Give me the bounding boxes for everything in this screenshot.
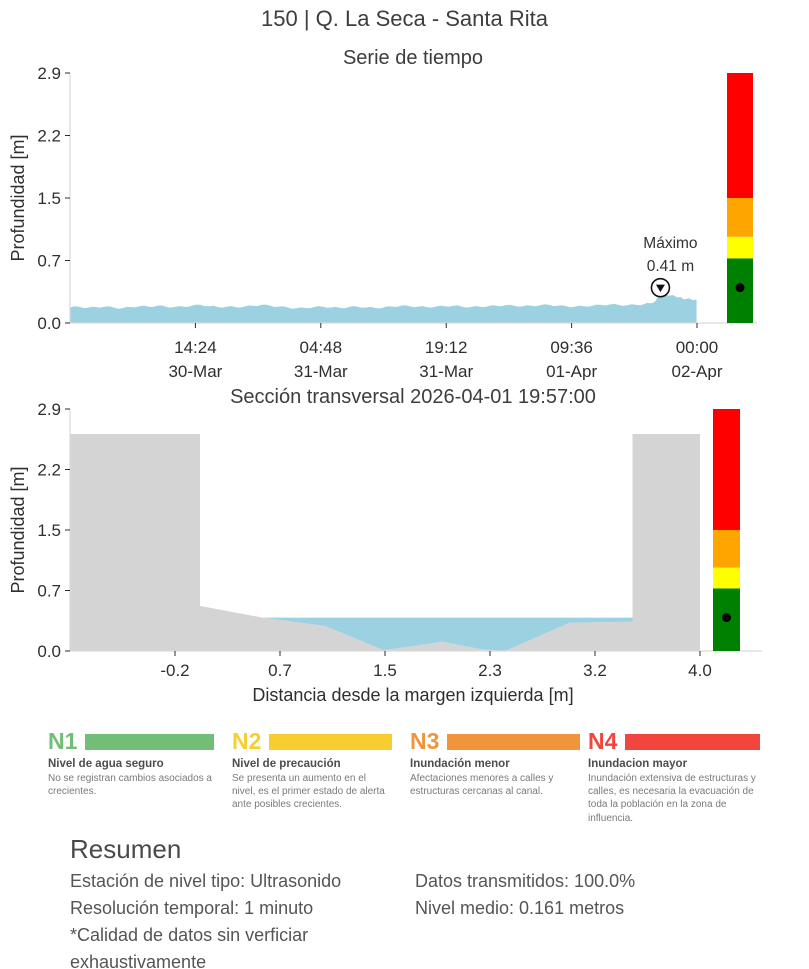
n2-code: N2: [232, 728, 262, 754]
x-tick-time-label: 09:36: [550, 338, 593, 357]
alert-band-n3: [727, 198, 753, 237]
x-tick-label: 3.2: [583, 661, 607, 680]
alert-band-n4: [727, 73, 753, 198]
x-tick-time-label: 14:24: [174, 338, 217, 357]
summary-resolution: Resolución temporal: 1 minuto: [70, 898, 314, 918]
y-tick-label: 2.9: [37, 64, 61, 83]
n4-code: N4: [588, 728, 618, 754]
x-tick-date-label: 01-Apr: [546, 362, 597, 380]
summary-station-type: Estación de nivel tipo: Ultrasonido: [70, 871, 342, 891]
summary-section: Resumen Estación de nivel tipo: Ultrason…: [70, 834, 770, 969]
summary-left-column: Estación de nivel tipo: Ultrasonido Reso…: [70, 868, 415, 969]
alert-band-n2: [713, 567, 740, 589]
x-tick-date-label: 31-Mar: [294, 362, 348, 380]
x-tick-date-label: 30-Mar: [168, 362, 222, 380]
y-tick-label: 1.5: [37, 189, 61, 208]
water-area: [262, 617, 633, 651]
timeseries-title: Serie de tiempo: [343, 47, 483, 69]
n4-color-swatch: [625, 733, 760, 750]
summary-transmitted: Datos transmitidos: 100.0%: [415, 871, 636, 891]
x-tick-time-label: 19:12: [425, 338, 468, 357]
current-level-dot: [735, 283, 745, 293]
y-tick-label: 1.5: [37, 521, 61, 540]
max-marker-triangle-icon: [655, 284, 665, 293]
current-level-dot: [722, 613, 731, 623]
y-tick-label: 0.7: [37, 252, 61, 271]
n2-description: Se presenta un aumento en el nivel, es e…: [232, 773, 385, 811]
y-tick-label: 0.0: [37, 314, 61, 333]
alert-level-n3: N3 Inundación menor Afectaciones menores…: [410, 730, 580, 798]
n4-description: Inundación extensiva de estructuras y ca…: [588, 773, 756, 824]
x-axis-title: Distancia desde la margen izquierda [m]: [252, 685, 573, 705]
alert-band-n3: [713, 530, 740, 568]
depth-series-area: [70, 287, 697, 323]
cross-section-title: Sección transversal 2026-04-01 19:57:00: [230, 386, 596, 408]
x-tick-time-label: 00:00: [676, 338, 719, 357]
max-annotation-label: Máximo: [643, 235, 697, 252]
alert-level-n1: N1 Nivel de agua seguro No se registran …: [48, 730, 214, 798]
alert-band-n2: [727, 236, 753, 259]
summary-quality-note: *Calidad de datos sin verficiar exhausti…: [70, 925, 309, 969]
alert-level-legend: N1 Nivel de agua seguro No se registran …: [0, 730, 809, 832]
n3-title: Inundación menor: [410, 758, 510, 770]
n1-title: Nivel de agua seguro: [48, 758, 164, 770]
y-tick-label: 2.9: [37, 400, 61, 419]
n3-code: N3: [410, 728, 440, 754]
station-title: 150 | Q. La Seca - Santa Rita: [261, 6, 548, 31]
y-axis-title: Profundidad [m]: [8, 134, 28, 261]
alert-level-n2: N2 Nivel de precaución Se presenta un au…: [232, 730, 392, 812]
summary-right-column: Datos transmitidos: 100.0% Nivel medio: …: [415, 868, 745, 969]
y-tick-label: 2.2: [37, 461, 61, 480]
max-annotation-value: 0.41 m: [647, 258, 694, 275]
timeseries-chart: Serie de tiempo 0.0 0.7 1.5 2.2 2.9 Profundida…: [8, 47, 757, 380]
x-tick-label: 2.3: [478, 661, 502, 680]
n1-description: No se registran cambios asociados a crec…: [48, 773, 212, 798]
n1-code: N1: [48, 728, 78, 754]
alert-band-n4: [713, 409, 740, 530]
x-tick-label: 1.5: [373, 661, 397, 680]
y-tick-label: 2.2: [37, 127, 61, 146]
summary-mean-level: Nivel medio: 0.161 metros: [415, 898, 625, 918]
x-tick-date-label: 31-Mar: [419, 362, 473, 380]
alert-level-n4: N4 Inundacion mayor Inundación extensiva…: [588, 730, 760, 825]
x-tick-label: 0.7: [268, 661, 292, 680]
y-tick-label: 0.0: [37, 642, 61, 661]
y-axis-title: Profundidad [m]: [8, 466, 28, 593]
y-tick-label: 0.7: [37, 582, 61, 601]
n1-color-swatch: [85, 733, 214, 750]
n3-description: Afectaciones menores a calles y estructu…: [410, 773, 554, 798]
n2-color-swatch: [269, 733, 392, 750]
x-tick-label: 4.0: [688, 661, 712, 680]
n3-color-swatch: [447, 733, 580, 750]
summary-heading: Resumen: [70, 834, 182, 864]
channel-terrain-area: [70, 434, 700, 651]
x-tick-date-label: 02-Apr: [671, 362, 722, 380]
x-tick-label: -0.2: [160, 661, 189, 680]
cross-section-chart: Sección transversal 2026-04-01 19:57:00 0…: [8, 386, 762, 705]
n2-title: Nivel de precaución: [232, 758, 341, 770]
x-tick-time-label: 04:48: [300, 338, 343, 357]
n4-title: Inundacion mayor: [588, 758, 688, 770]
